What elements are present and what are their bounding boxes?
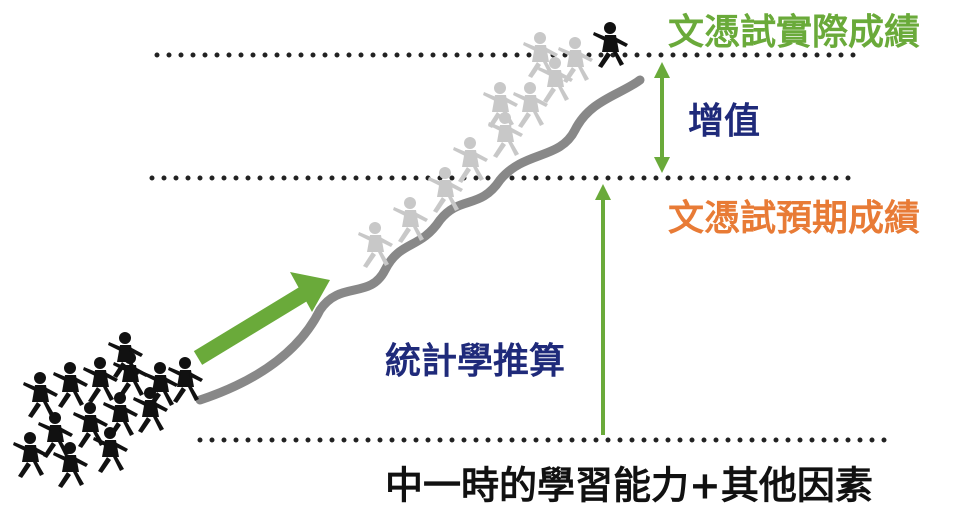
baseline-label: 中一時的學習能力+其他因素 xyxy=(385,464,873,507)
expected-label: 文憑試預期成績 xyxy=(668,198,920,239)
value-added-label: 增值 xyxy=(688,101,760,142)
lead-runner xyxy=(593,22,628,68)
actual-label: 文憑試實際成績 xyxy=(668,11,920,53)
progress-road xyxy=(195,75,645,405)
growth-arrow-head xyxy=(290,272,330,312)
runner-crowd xyxy=(13,332,203,488)
inference-label: 統計學推算 xyxy=(385,341,565,382)
growth-arrow-shaft xyxy=(193,286,310,365)
